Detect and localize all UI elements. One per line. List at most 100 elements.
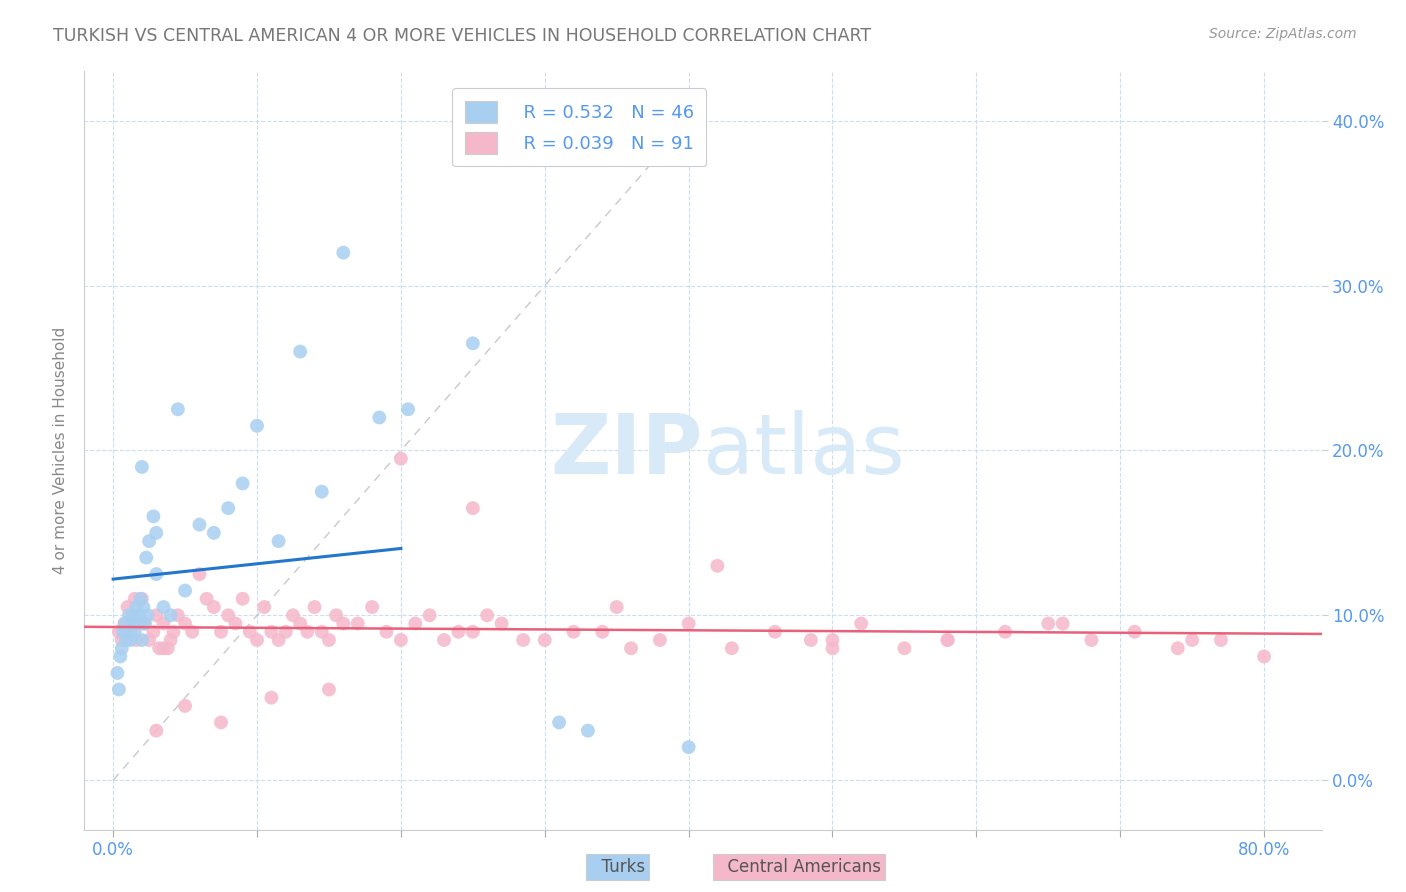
Point bbox=[162, 624, 184, 639]
Text: atlas: atlas bbox=[703, 410, 904, 491]
Text: Central Americans: Central Americans bbox=[717, 858, 882, 876]
Point bbox=[461, 501, 484, 516]
Point bbox=[297, 624, 319, 639]
Y-axis label: 4 or more Vehicles in Household: 4 or more Vehicles in Household bbox=[52, 326, 67, 574]
Point bbox=[433, 633, 456, 648]
Point bbox=[110, 649, 132, 664]
Point bbox=[159, 608, 181, 623]
Point bbox=[217, 501, 239, 516]
Point bbox=[368, 410, 391, 425]
Point bbox=[152, 641, 174, 656]
Point bbox=[260, 690, 283, 705]
Point bbox=[131, 633, 153, 648]
Point bbox=[111, 633, 134, 648]
Point bbox=[332, 245, 354, 260]
Point bbox=[1181, 633, 1204, 648]
Point bbox=[174, 698, 197, 713]
Point bbox=[148, 641, 170, 656]
Point bbox=[114, 616, 136, 631]
Point bbox=[142, 509, 165, 524]
Point bbox=[134, 616, 156, 631]
Point bbox=[253, 600, 276, 615]
Point bbox=[232, 476, 254, 491]
Point bbox=[419, 608, 441, 623]
Point bbox=[1253, 649, 1275, 664]
Point bbox=[375, 624, 398, 639]
Point bbox=[1123, 624, 1146, 639]
Point bbox=[477, 608, 499, 623]
Point bbox=[620, 641, 643, 656]
Legend:   R = 0.532   N = 46,   R = 0.039   N = 91: R = 0.532 N = 46, R = 0.039 N = 91 bbox=[453, 88, 706, 166]
Point bbox=[404, 616, 426, 631]
Point bbox=[720, 641, 742, 656]
Point bbox=[118, 608, 141, 623]
Point bbox=[209, 715, 232, 730]
Point bbox=[267, 534, 290, 549]
Point bbox=[145, 723, 167, 738]
Point bbox=[122, 608, 145, 623]
Point bbox=[202, 525, 225, 540]
Point bbox=[135, 550, 157, 565]
Point bbox=[576, 723, 599, 738]
Point bbox=[112, 624, 135, 639]
Point bbox=[994, 624, 1017, 639]
Point bbox=[122, 608, 145, 623]
Point bbox=[136, 608, 159, 623]
Point bbox=[1167, 641, 1189, 656]
Point bbox=[128, 608, 150, 623]
Point bbox=[108, 624, 131, 639]
Point bbox=[533, 633, 555, 648]
Point bbox=[107, 665, 129, 680]
Point bbox=[311, 484, 333, 499]
Point bbox=[246, 418, 269, 433]
Point bbox=[1080, 633, 1102, 648]
Point bbox=[274, 624, 297, 639]
Text: Source: ZipAtlas.com: Source: ZipAtlas.com bbox=[1209, 27, 1357, 41]
Point bbox=[389, 451, 412, 466]
Point bbox=[131, 616, 153, 631]
Point bbox=[128, 616, 150, 631]
Point bbox=[142, 624, 165, 639]
Point bbox=[174, 616, 197, 631]
Point bbox=[389, 633, 412, 648]
Point bbox=[246, 633, 269, 648]
Point bbox=[288, 616, 311, 631]
Point bbox=[120, 633, 142, 648]
Point bbox=[346, 616, 368, 631]
Point bbox=[120, 624, 142, 639]
Text: TURKISH VS CENTRAL AMERICAN 4 OR MORE VEHICLES IN HOUSEHOLD CORRELATION CHART: TURKISH VS CENTRAL AMERICAN 4 OR MORE VE… bbox=[53, 27, 872, 45]
Point bbox=[125, 600, 148, 615]
Point bbox=[1052, 616, 1074, 631]
Point bbox=[512, 633, 534, 648]
Point bbox=[461, 336, 484, 351]
Point bbox=[821, 641, 844, 656]
Point bbox=[108, 682, 131, 697]
Point bbox=[396, 402, 419, 417]
Point bbox=[281, 608, 304, 623]
Point bbox=[311, 624, 333, 639]
Point bbox=[1038, 616, 1060, 631]
Point bbox=[491, 616, 513, 631]
Point bbox=[111, 641, 134, 656]
Point bbox=[706, 558, 728, 573]
Point bbox=[304, 600, 326, 615]
Point bbox=[188, 517, 211, 532]
Point bbox=[145, 525, 167, 540]
Text: Turks: Turks bbox=[591, 858, 644, 876]
Point bbox=[167, 608, 190, 623]
Point bbox=[217, 608, 239, 623]
Point bbox=[145, 567, 167, 582]
Point bbox=[125, 633, 148, 648]
Point bbox=[127, 616, 149, 631]
Point bbox=[195, 591, 218, 606]
Point bbox=[114, 616, 136, 631]
Point bbox=[174, 583, 197, 598]
Point bbox=[936, 633, 959, 648]
Text: ZIP: ZIP bbox=[551, 410, 703, 491]
Point bbox=[188, 567, 211, 582]
Point bbox=[131, 459, 153, 474]
Point bbox=[159, 633, 181, 648]
Point bbox=[936, 633, 959, 648]
Point bbox=[288, 344, 311, 359]
Point bbox=[239, 624, 262, 639]
